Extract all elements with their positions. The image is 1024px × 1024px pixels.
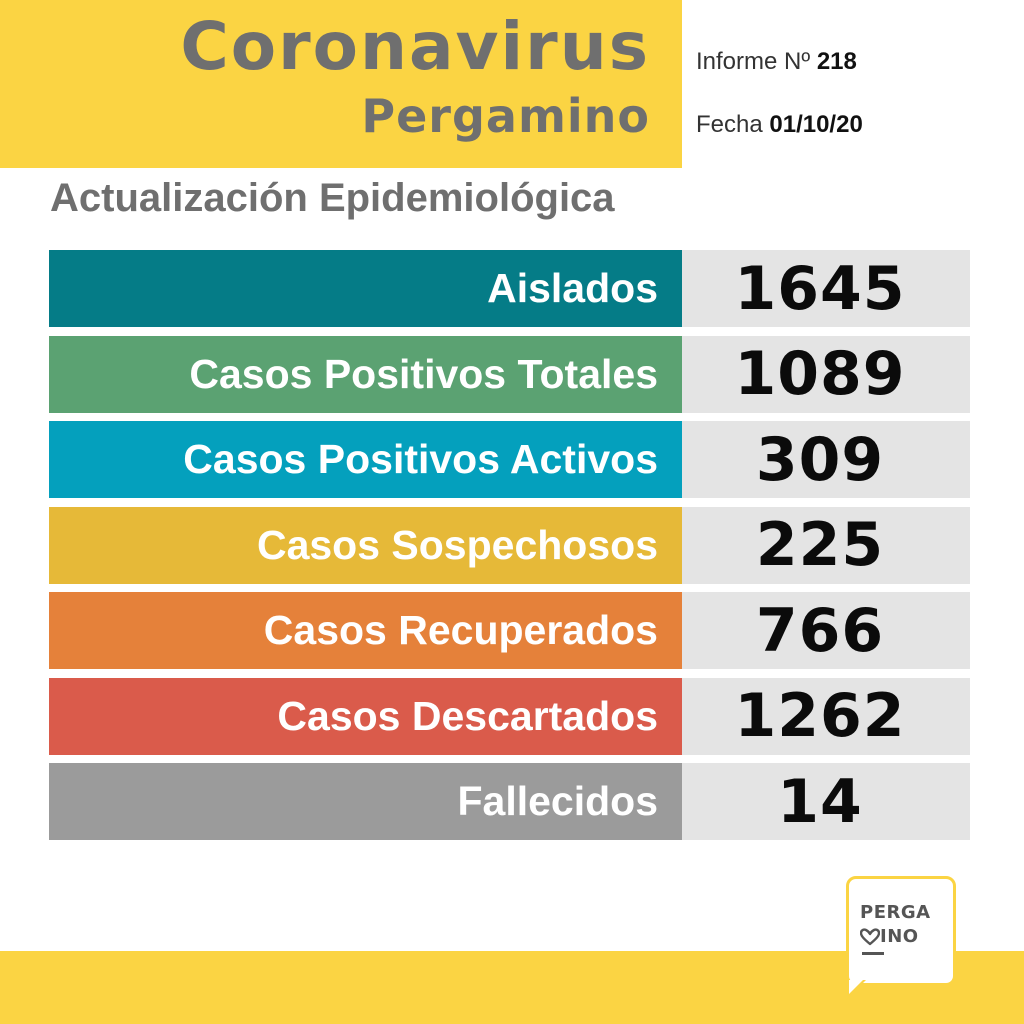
stat-value: 14 bbox=[682, 763, 970, 840]
stat-value: 1089 bbox=[682, 335, 970, 413]
fecha-label: Fecha bbox=[696, 111, 763, 138]
informe-label: Informe Nº bbox=[696, 48, 811, 75]
stat-value: 309 bbox=[682, 421, 970, 498]
informe-number: 218 bbox=[816, 48, 857, 75]
heart-m-icon bbox=[860, 928, 880, 946]
stats-table: Aislados 1645 Casos Positivos Totales 10… bbox=[49, 250, 970, 849]
header-band bbox=[0, 0, 682, 168]
logo-text-line1: PERGA bbox=[860, 902, 931, 923]
stat-value: 1645 bbox=[682, 250, 970, 327]
stat-label: Casos Descartados bbox=[49, 677, 682, 755]
pergamino-logo bbox=[846, 876, 956, 986]
city-title: Pergamino bbox=[361, 89, 650, 143]
informe-line: Informe Nº 218 bbox=[696, 48, 857, 76]
stat-label: Casos Positivos Activos bbox=[49, 421, 682, 498]
stat-label: Fallecidos bbox=[49, 763, 682, 840]
logo-text-line2: INO bbox=[880, 926, 919, 947]
stat-row-positivos-activos: Casos Positivos Activos 309 bbox=[49, 421, 970, 498]
stat-row-positivos-totales: Casos Positivos Totales 1089 bbox=[49, 335, 970, 413]
stat-row-sospechosos: Casos Sospechosos 225 bbox=[49, 506, 970, 584]
logo-speech-tail-inner bbox=[849, 980, 863, 994]
stat-row-recuperados: Casos Recuperados 766 bbox=[49, 592, 970, 669]
stat-label: Casos Sospechosos bbox=[49, 506, 682, 584]
logo-underline bbox=[862, 952, 884, 955]
fecha-line: Fecha 01/10/20 bbox=[696, 111, 863, 139]
stat-value: 1262 bbox=[682, 677, 970, 755]
section-subtitle: Actualización Epidemiológica bbox=[50, 176, 615, 220]
stat-label: Casos Recuperados bbox=[49, 592, 682, 669]
stat-value: 766 bbox=[682, 592, 970, 669]
stat-value: 225 bbox=[682, 506, 970, 584]
stat-label: Casos Positivos Totales bbox=[49, 335, 682, 413]
page-title: Coronavirus bbox=[180, 8, 650, 85]
fecha-value: 01/10/20 bbox=[769, 111, 863, 138]
stat-row-descartados: Casos Descartados 1262 bbox=[49, 677, 970, 755]
stat-row-fallecidos: Fallecidos 14 bbox=[49, 763, 970, 840]
stat-row-aislados: Aislados 1645 bbox=[49, 250, 970, 327]
stat-label: Aislados bbox=[49, 250, 682, 327]
